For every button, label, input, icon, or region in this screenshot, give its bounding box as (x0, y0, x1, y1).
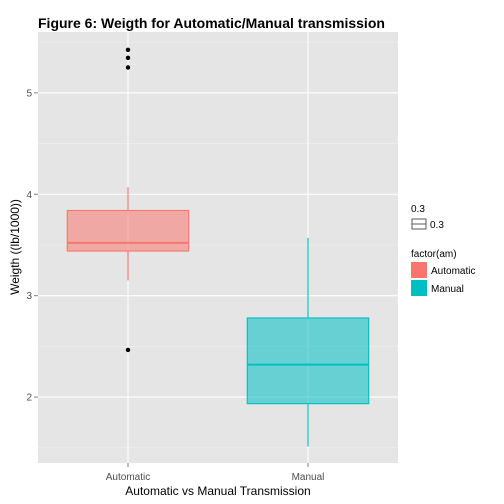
legend: 0.3 0.3 factor(am) Automatic Manual (411, 204, 475, 296)
outlier-point (125, 55, 131, 61)
outlier-point (125, 47, 131, 53)
box-series (66, 47, 370, 447)
chart-title: Figure 6: Weigth for Automatic/Manual tr… (38, 15, 385, 31)
y-axis-ticks: 2 3 4 5 (26, 88, 38, 404)
x-tick-label: Manual (292, 472, 325, 483)
x-axis-title: Automatic vs Manual Transmission (125, 484, 310, 498)
x-axis-ticks: Automatic Manual (106, 463, 325, 483)
outlier-point (125, 347, 131, 353)
legend-label-manual: Manual (431, 284, 464, 295)
box-manual (246, 237, 370, 447)
box-automatic (66, 47, 190, 353)
box-iqr (66, 209, 190, 252)
legend-title-am: factor(am) (411, 249, 457, 260)
y-tick-label: 3 (26, 291, 32, 302)
outlier-point (125, 65, 131, 70)
legend-label-automatic: Automatic (431, 266, 475, 277)
y-tick-label: 2 (26, 393, 32, 404)
legend-title-alpha: 0.3 (411, 204, 425, 215)
x-tick-label: Automatic (106, 472, 150, 483)
y-axis-title: Weigth ((lb/1000)) (8, 199, 22, 295)
y-tick-label: 4 (26, 190, 32, 201)
legend-label-alpha: 0.3 (430, 220, 444, 231)
legend-key-automatic (411, 262, 427, 278)
box-iqr (246, 317, 370, 405)
legend-key-manual (411, 280, 427, 296)
y-tick-label: 5 (26, 88, 32, 99)
